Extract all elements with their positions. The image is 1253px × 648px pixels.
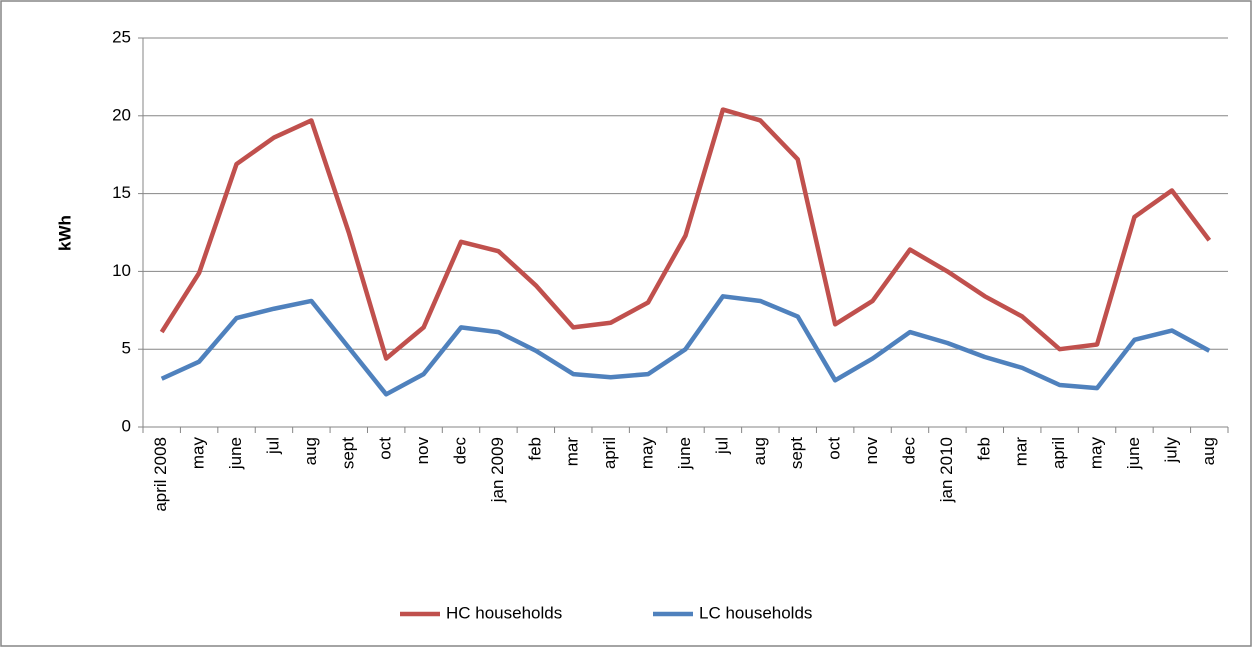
x-tick-label: sept [787, 437, 806, 469]
x-tick-label: april [600, 437, 619, 469]
y-tick-label: 15 [112, 183, 131, 202]
series-line [160, 294, 1211, 397]
x-tick-label: jul [712, 437, 731, 455]
x-tick-label: dec [899, 437, 918, 465]
x-tick-label: jul [263, 437, 282, 455]
y-tick-label: 20 [112, 105, 131, 124]
x-tick-label: april 2008 [151, 437, 170, 512]
x-tick-label: may [638, 437, 657, 470]
legend-label: HC households [446, 603, 562, 622]
x-tick-label: july [1161, 437, 1180, 464]
x-tick-label: may [189, 437, 208, 470]
x-tick-label: sept [338, 437, 357, 469]
x-tick-label: jan 2009 [488, 437, 507, 503]
x-tick-label: dec [451, 437, 470, 465]
x-tick-label: mar [563, 437, 582, 467]
y-tick-label: 10 [112, 261, 131, 280]
legend-label: LC households [699, 603, 812, 622]
x-tick-label: oct [376, 437, 395, 460]
y-tick-label: 25 [112, 27, 131, 46]
series-line [159, 107, 1212, 361]
x-tick-label: mar [1012, 437, 1031, 467]
x-tick-label: nov [862, 437, 881, 465]
y-tick-label: 0 [122, 416, 131, 435]
x-tick-label: april [1049, 437, 1068, 469]
x-tick-label: aug [301, 437, 320, 465]
x-tick-label: aug [750, 437, 769, 465]
y-tick-label: 5 [122, 339, 131, 358]
x-tick-label: nov [413, 437, 432, 465]
y-axis-title: kWh [55, 215, 74, 251]
x-tick-label: june [226, 437, 245, 470]
x-tick-label: feb [974, 437, 993, 461]
x-tick-label: jan 2010 [937, 437, 956, 503]
x-tick-label: june [675, 437, 694, 470]
x-tick-label: aug [1199, 437, 1218, 465]
x-tick-label: oct [825, 437, 844, 460]
x-tick-label: feb [525, 437, 544, 461]
x-tick-label: may [1087, 437, 1106, 470]
x-tick-label: june [1124, 437, 1143, 470]
